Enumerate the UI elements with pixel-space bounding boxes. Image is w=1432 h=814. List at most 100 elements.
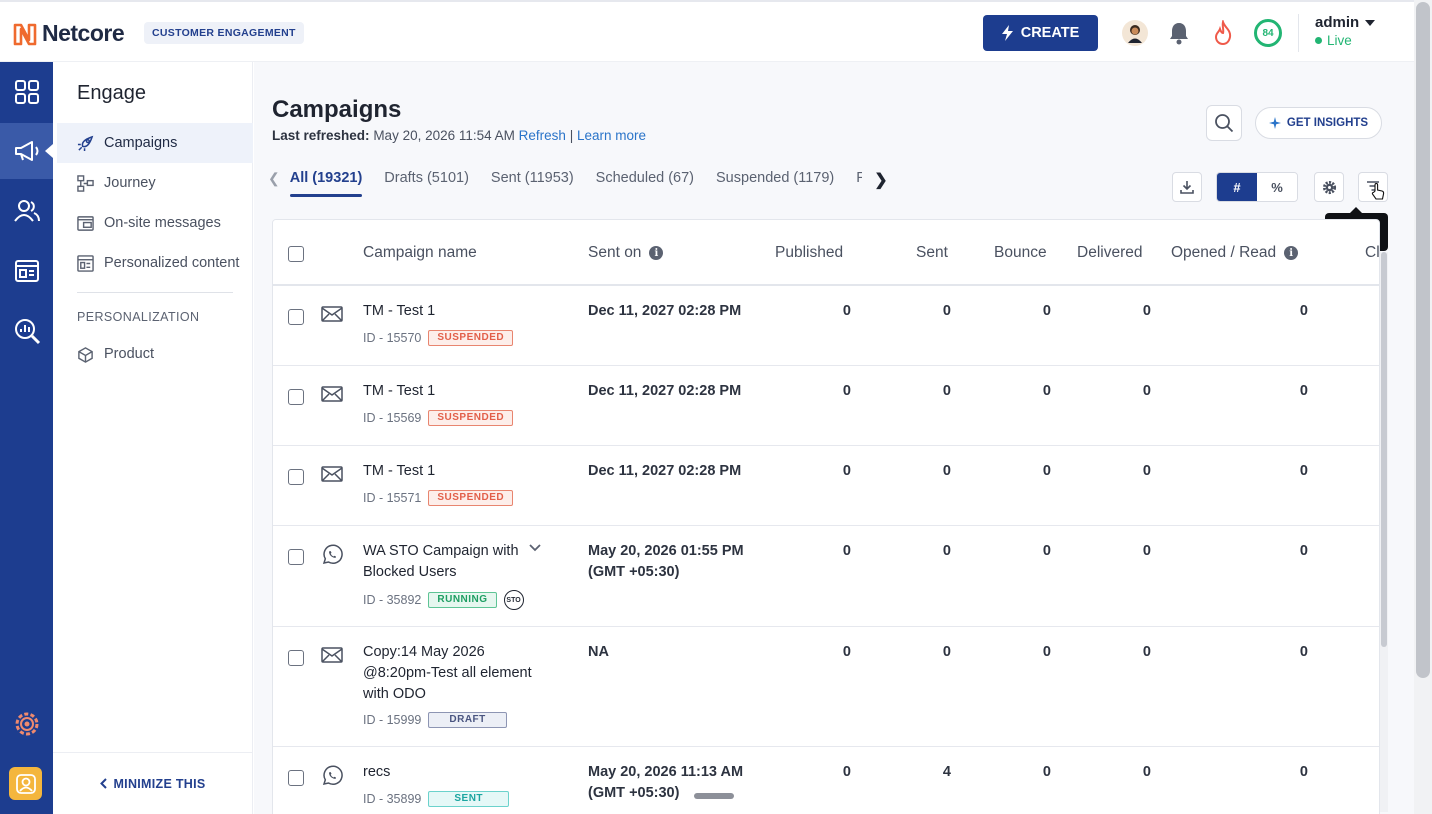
header-divider bbox=[1298, 14, 1299, 52]
bell-icon bbox=[1170, 23, 1188, 45]
row-checkbox[interactable] bbox=[288, 770, 304, 786]
sent-on-timezone: (GMT +05:30) bbox=[588, 564, 680, 580]
page-scroll-thumb[interactable] bbox=[1416, 2, 1430, 678]
campaign-name[interactable]: Copy:14 May 2026 @8:20pm-Test all elemen… bbox=[363, 644, 532, 702]
campaign-meta: ID - 35899 SENT bbox=[363, 791, 510, 807]
user-status: Live bbox=[1327, 33, 1352, 48]
opened-value: 0 bbox=[1299, 644, 1308, 660]
sidebar-item-campaigns[interactable]: Campaigns bbox=[57, 123, 253, 163]
table-row[interactable]: TM - Test 1 ID - 15570 SUSPENDED Dec 11,… bbox=[273, 286, 1379, 366]
campaign-id: ID - 15569 bbox=[363, 411, 422, 425]
minimize-sidebar-button[interactable]: MINIMIZE THIS bbox=[53, 752, 253, 814]
profile-avatar[interactable] bbox=[9, 767, 42, 800]
campaign-tabs: ❮ All (19321) Drafts (5101) Sent (11953)… bbox=[268, 170, 898, 202]
tab-all[interactable]: All (19321) bbox=[289, 170, 362, 197]
col-header-bounce[interactable]: Bounce bbox=[994, 244, 1047, 262]
chevron-down-icon[interactable] bbox=[529, 544, 541, 552]
dashboard-icon bbox=[14, 80, 39, 104]
sidebar-item-onsite-messages[interactable]: On-site messages bbox=[57, 203, 253, 243]
tab-suspended[interactable]: Suspended (1179) bbox=[716, 170, 835, 186]
row-checkbox[interactable] bbox=[288, 549, 304, 565]
status-badge: RUNNING bbox=[428, 592, 497, 608]
settings-icon bbox=[15, 712, 38, 736]
notifications-bell[interactable] bbox=[1168, 21, 1190, 50]
table-scroll-thumb[interactable] bbox=[1381, 252, 1387, 647]
table-vertical-scrollbar[interactable] bbox=[1380, 252, 1388, 812]
table-row[interactable]: recs ID - 35899 SENT May 20, 2026 11:13 … bbox=[273, 747, 1379, 814]
sparkle-icon bbox=[1268, 117, 1281, 129]
sidebar-title: Engage bbox=[77, 82, 146, 104]
filters-button[interactable] bbox=[1358, 172, 1388, 202]
tab-drafts[interactable]: Drafts (5101) bbox=[384, 170, 469, 186]
tab-sent[interactable]: Sent (11953) bbox=[490, 170, 574, 186]
opened-value: 0 bbox=[1299, 463, 1308, 479]
netcore-logo[interactable]: Netcore bbox=[12, 20, 125, 47]
rail-settings[interactable] bbox=[0, 696, 53, 752]
row-checkbox[interactable] bbox=[288, 650, 304, 666]
streak-flame[interactable] bbox=[1213, 18, 1233, 51]
info-icon[interactable]: i bbox=[1284, 246, 1299, 260]
rail-analytics[interactable] bbox=[0, 303, 53, 359]
refresh-link[interactable]: Refresh bbox=[518, 128, 566, 143]
col-header-sent-on[interactable]: Sent on i bbox=[588, 244, 664, 262]
tab-truncated[interactable]: F bbox=[856, 170, 863, 186]
horizontal-scroll-handle[interactable] bbox=[694, 793, 734, 799]
sent-on-value: Dec 11, 2027 02:28 PM bbox=[588, 303, 742, 319]
info-icon[interactable]: i bbox=[649, 246, 664, 260]
assistant-avatar[interactable] bbox=[1122, 20, 1148, 46]
table-row[interactable]: TM - Test 1 ID - 15569 SUSPENDED Dec 11,… bbox=[273, 366, 1379, 446]
health-score-badge[interactable]: 84 bbox=[1254, 19, 1282, 47]
col-header-label: Bounce bbox=[994, 244, 1047, 261]
row-checkbox[interactable] bbox=[288, 389, 304, 405]
count-mode-button[interactable]: # bbox=[1217, 173, 1257, 201]
col-header-campaign-name[interactable]: Campaign name bbox=[363, 244, 477, 262]
opened-value: 0 bbox=[1299, 543, 1308, 559]
sent-on-value: Dec 11, 2027 02:28 PM bbox=[588, 463, 742, 479]
sidebar-item-personalized-content[interactable]: Personalized content bbox=[57, 243, 253, 283]
table-row[interactable]: Copy:14 May 2026 @8:20pm-Test all elemen… bbox=[273, 627, 1379, 747]
campaign-name[interactable]: TM - Test 1 bbox=[363, 383, 436, 399]
create-button[interactable]: CREATE bbox=[983, 15, 1098, 51]
campaign-name[interactable]: recs bbox=[363, 764, 391, 780]
learn-more-link[interactable]: Learn more bbox=[577, 128, 647, 143]
get-insights-button[interactable]: GET INSIGHTS bbox=[1255, 107, 1382, 139]
tabs-scroll-left-icon[interactable]: ❮ bbox=[268, 170, 280, 186]
column-settings-button[interactable] bbox=[1314, 172, 1344, 202]
campaign-name[interactable]: TM - Test 1 bbox=[363, 303, 436, 319]
col-header-opened-read[interactable]: Opened / Read i bbox=[1171, 244, 1299, 262]
user-menu[interactable]: admin Live bbox=[1315, 14, 1376, 48]
campaign-name[interactable]: TM - Test 1 bbox=[363, 463, 436, 479]
sidebar-section-heading: PERSONALIZATION bbox=[77, 310, 200, 324]
sidebar-item-journey[interactable]: Journey bbox=[57, 163, 253, 203]
rail-dashboard[interactable] bbox=[0, 64, 53, 120]
sent-value: 4 bbox=[942, 764, 951, 780]
status-badge: DRAFT bbox=[428, 712, 507, 728]
main-content: Campaigns Last refreshed: May 20, 2026 1… bbox=[254, 62, 1414, 814]
tab-scheduled[interactable]: Scheduled (67) bbox=[595, 170, 695, 186]
published-value: 0 bbox=[842, 463, 851, 479]
download-button[interactable] bbox=[1172, 172, 1202, 202]
campaign-meta: ID - 15570 SUSPENDED bbox=[363, 330, 514, 346]
table-row[interactable]: WA STO Campaign with Blocked Users ID - … bbox=[273, 526, 1379, 627]
select-all-checkbox[interactable] bbox=[288, 246, 304, 262]
tabs-scroll-right-icon[interactable]: ❯ bbox=[874, 172, 888, 189]
page-vertical-scrollbar[interactable] bbox=[1414, 0, 1432, 814]
sidebar-item-product[interactable]: Product bbox=[57, 334, 253, 374]
search-button[interactable] bbox=[1206, 105, 1242, 141]
status-badge: SUSPENDED bbox=[428, 490, 514, 506]
col-header-published[interactable]: Published bbox=[775, 244, 843, 262]
rail-audience[interactable] bbox=[0, 183, 53, 239]
campaign-name[interactable]: WA STO Campaign with Blocked Users bbox=[363, 543, 519, 580]
table-row[interactable]: TM - Test 1 ID - 15571 SUSPENDED Dec 11,… bbox=[273, 446, 1379, 526]
row-checkbox[interactable] bbox=[288, 309, 304, 325]
sent-value: 0 bbox=[942, 303, 951, 319]
col-header-delivered[interactable]: Delivered bbox=[1077, 244, 1142, 262]
col-header-sent[interactable]: Sent bbox=[916, 244, 948, 262]
content-icon bbox=[14, 260, 39, 282]
col-header-clicked[interactable]: Clic bbox=[1365, 244, 1379, 262]
percent-mode-button[interactable]: % bbox=[1257, 173, 1297, 201]
sto-badge: STO bbox=[503, 590, 524, 610]
row-checkbox[interactable] bbox=[288, 469, 304, 485]
rail-engage[interactable] bbox=[0, 123, 53, 179]
rail-content[interactable] bbox=[0, 243, 53, 299]
